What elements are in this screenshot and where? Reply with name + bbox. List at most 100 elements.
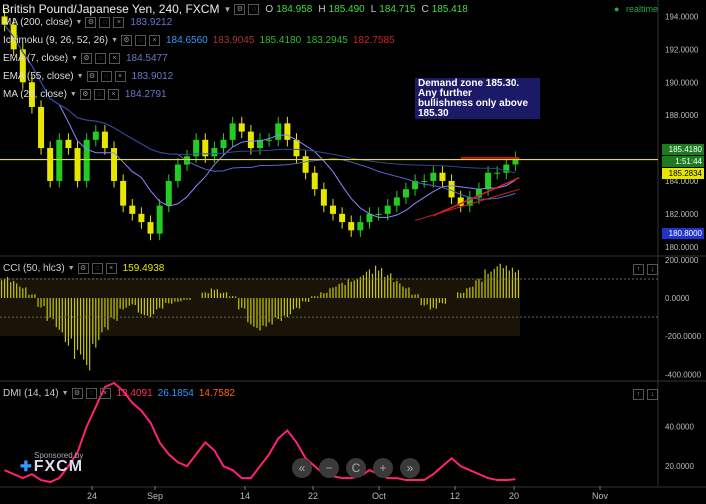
chevron-down-icon[interactable]: ▼: [76, 73, 84, 80]
candle: [92, 125, 99, 147]
close-icon[interactable]: ×: [99, 388, 111, 399]
note-line: Demand zone 185.30.: [418, 78, 520, 89]
hide-icon[interactable]: ◌: [100, 71, 112, 82]
candle: [366, 207, 373, 229]
time-tick-label: 20: [509, 491, 519, 501]
close-icon[interactable]: ×: [105, 263, 117, 274]
cci-tick-label: 0.0000: [665, 294, 690, 303]
chevron-down-icon[interactable]: ▼: [111, 37, 118, 44]
candle: [1, 9, 8, 32]
candle: [38, 100, 45, 155]
hide-icon[interactable]: ◌: [91, 263, 103, 274]
candle: [111, 141, 118, 188]
hide-icon[interactable]: ◌: [135, 35, 146, 46]
indicator-value: 184.6560: [166, 35, 208, 46]
price-tick-label: 188.0000: [665, 111, 699, 120]
ohlc-value-c: 185.418: [431, 3, 468, 15]
price-tick-label: 182.0000: [665, 210, 699, 219]
settings-icon[interactable]: ⚙: [71, 388, 83, 399]
indicator-value: 183.9212: [130, 17, 173, 28]
time-tick-label: 22: [308, 491, 318, 501]
time-tick-label: 12: [450, 491, 460, 501]
close-icon[interactable]: ×: [149, 35, 160, 46]
price-tick-label: 192.0000: [665, 45, 699, 54]
move-down-icon[interactable]: ↓: [647, 264, 658, 275]
indicator-value: 185.4180: [259, 35, 302, 46]
settings-icon[interactable]: ⚙: [77, 263, 89, 274]
close-icon[interactable]: ×: [114, 71, 126, 82]
hide-icon[interactable]: ◌: [85, 388, 97, 399]
indicator-name[interactable]: EMA (55, close): [3, 71, 74, 82]
ohlc-readout: O 184.958 H 185.490 L 184.715 C 185.418: [265, 4, 467, 15]
close-icon[interactable]: ×: [107, 89, 119, 100]
indicator-value: 183.2945: [306, 35, 348, 46]
dmi-tick-label: 20.0000: [665, 462, 694, 471]
candle: [275, 116, 282, 147]
settings-icon[interactable]: ⚙: [79, 89, 91, 100]
price-tick-label: 194.0000: [665, 12, 699, 21]
chevron-down-icon[interactable]: ▼: [67, 265, 75, 272]
cci-label[interactable]: CCI (50, hlc3): [3, 263, 65, 274]
candle: [202, 133, 209, 163]
moving-average-line: [4, 24, 516, 174]
chevron-down-icon[interactable]: ▼: [61, 390, 69, 397]
candle: [74, 141, 81, 188]
candle: [421, 174, 428, 188]
chevron-down-icon[interactable]: ▼: [71, 55, 78, 62]
indicator-value: 184.5477: [125, 53, 168, 64]
indicator-row: EMA (55, close) ▼ ⚙ ◌ × 183.9012: [3, 71, 173, 82]
candle: [47, 141, 54, 188]
indicator-name[interactable]: EMA (7, close): [3, 53, 69, 64]
fxcm-mark-icon: ✚: [20, 458, 32, 474]
chevron-down-icon[interactable]: ▼: [223, 4, 232, 14]
price-tag: 1:51:44: [662, 155, 704, 167]
indicator-name[interactable]: MA (200, close): [3, 17, 73, 28]
candle: [439, 166, 446, 188]
settings-icon[interactable]: ⚙: [121, 35, 132, 46]
indicator-name[interactable]: Ichimoku (9, 26, 52, 26): [3, 35, 109, 46]
header-bar: British Pound/Japanese Yen, 240, FXCM ▼ …: [2, 2, 468, 16]
candle: [28, 75, 35, 114]
demand-zone-note[interactable]: Demand zone 185.30. Any further bullishnes…: [415, 78, 540, 119]
close-icon[interactable]: ×: [108, 53, 120, 64]
indicator-name[interactable]: MA (20, close): [3, 89, 67, 100]
reset-chart-button[interactable]: C: [346, 458, 366, 478]
moving-average-line: [4, 24, 516, 218]
dmi-value: 14.7582: [198, 388, 235, 399]
scroll-left-button[interactable]: «: [292, 458, 312, 478]
chevron-down-icon[interactable]: ▼: [75, 19, 83, 26]
realtime-status: ● realtime: [614, 4, 658, 14]
zoom-out-button[interactable]: −: [319, 458, 339, 478]
indicator-value: 184.2791: [124, 89, 167, 100]
move-down-icon[interactable]: ↓: [647, 389, 658, 400]
hide-icon[interactable]: ◌: [248, 3, 260, 15]
settings-icon[interactable]: ⚙: [80, 53, 92, 64]
settings-icon[interactable]: ⚙: [85, 17, 97, 28]
scroll-right-button[interactable]: »: [400, 458, 420, 478]
ohlc-key-l: L: [370, 3, 377, 15]
cci-pane-controls: ↑ ↓: [630, 263, 658, 275]
dmi-pane-controls: ↑ ↓: [630, 388, 658, 400]
candle: [430, 166, 437, 188]
chevron-down-icon[interactable]: ▼: [69, 91, 77, 98]
indicator-value: 183.9045: [212, 35, 255, 46]
candle: [348, 215, 355, 237]
time-tick-label: Nov: [592, 491, 609, 501]
cci-pane: [0, 263, 658, 371]
candle: [193, 133, 200, 163]
hide-icon[interactable]: ◌: [94, 53, 106, 64]
candle: [83, 133, 90, 188]
trend-line: [433, 176, 520, 217]
symbol-title[interactable]: British Pound/Japanese Yen, 240, FXCM: [2, 2, 220, 16]
dmi-label[interactable]: DMI (14, 14): [3, 388, 59, 399]
zoom-in-button[interactable]: +: [373, 458, 393, 478]
move-up-icon[interactable]: ↑: [633, 389, 644, 400]
settings-icon[interactable]: ⚙: [86, 71, 98, 82]
hide-icon[interactable]: ◌: [99, 17, 111, 28]
move-up-icon[interactable]: ↑: [633, 264, 644, 275]
settings-icon[interactable]: ⚙: [234, 3, 246, 15]
close-icon[interactable]: ×: [113, 17, 125, 28]
fxcm-logo[interactable]: ✚ FXCM: [20, 458, 83, 476]
hide-icon[interactable]: ◌: [93, 89, 105, 100]
